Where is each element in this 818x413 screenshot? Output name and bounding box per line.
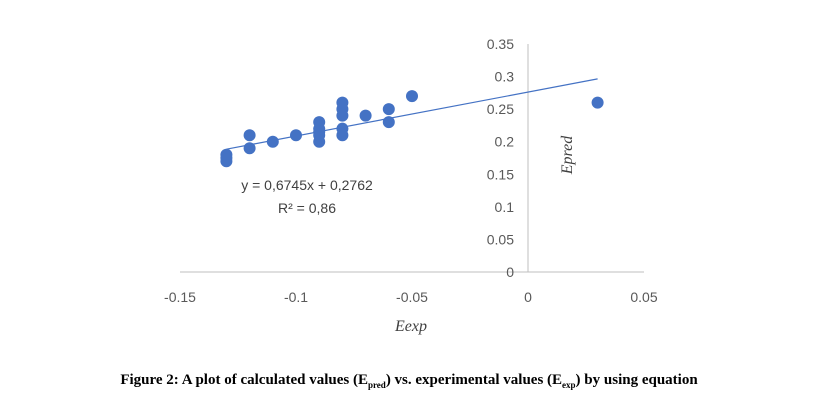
y-tick-label: 0.35 <box>487 36 514 52</box>
y-tick-label: 0.05 <box>487 231 514 247</box>
data-point <box>591 96 604 109</box>
data-points <box>220 90 604 168</box>
data-point <box>382 116 395 129</box>
caption-sub-exp: exp <box>562 380 576 390</box>
data-point <box>220 148 233 161</box>
x-tick-label: -0.05 <box>396 289 428 305</box>
data-point <box>313 116 326 129</box>
caption-prefix: Figure 2: A plot of calculated values (E <box>120 372 368 388</box>
data-point <box>243 129 256 142</box>
trendline-equation: y = 0,6745x + 0,2762 <box>241 177 373 193</box>
data-point <box>336 96 349 109</box>
y-axis-title: Epred <box>559 135 576 176</box>
y-tick-label: 0.25 <box>487 101 514 117</box>
data-point <box>243 142 256 155</box>
trendline-r2: R² = 0,86 <box>278 200 336 216</box>
x-tick-label: -0.1 <box>284 289 308 305</box>
y-tick-label: 0 <box>506 264 514 280</box>
data-point <box>382 103 395 116</box>
x-tick-label: 0.05 <box>630 289 657 305</box>
figure-caption: Figure 2: A plot of calculated values (E… <box>0 372 818 390</box>
y-tick-label: 0.3 <box>495 69 515 85</box>
data-point <box>336 122 349 135</box>
y-tick-label: 0.1 <box>495 199 515 215</box>
caption-sub-pred: pred <box>367 380 386 390</box>
data-point <box>266 135 279 148</box>
data-point <box>406 90 418 103</box>
data-point <box>359 109 372 122</box>
y-tick-label: 0.2 <box>495 134 515 150</box>
data-point <box>290 129 302 142</box>
trendline <box>226 78 598 150</box>
caption-middle: ) vs. experimental values (E <box>385 372 563 388</box>
x-tick-label: -0.15 <box>164 289 196 305</box>
caption-suffix: ) by using equation <box>575 372 698 388</box>
axes <box>180 44 644 273</box>
trendline-group <box>226 78 598 150</box>
x-axis-title: Eexp <box>394 318 427 335</box>
y-tick-label: 0.15 <box>487 166 514 182</box>
x-tick-label: 0 <box>524 289 532 305</box>
tick-labels: -0.15 -0.1 -0.05 0 0.05 0 0.05 0.1 0.15 0.2 0.25 0.… <box>164 36 658 305</box>
